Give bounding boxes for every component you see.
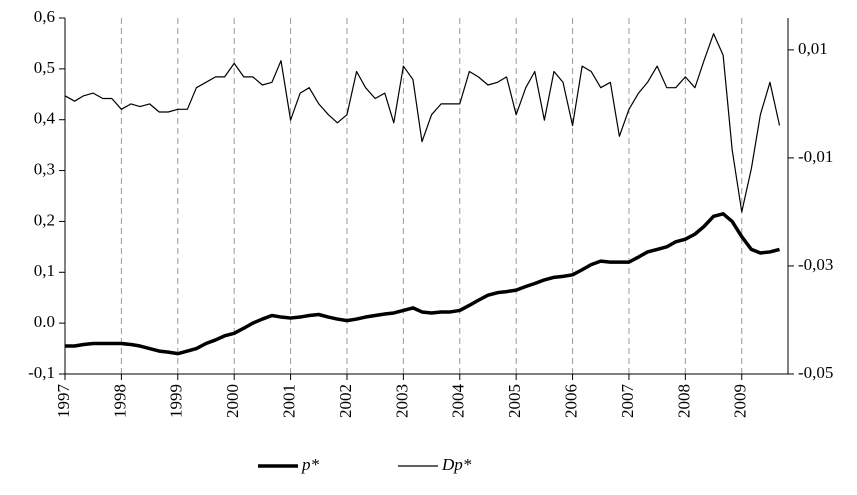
y2-tick-label: -0,01: [798, 147, 833, 166]
x-tick-label: 2009: [731, 384, 750, 418]
x-tick-label: 2000: [223, 384, 242, 418]
y-tick-label: 0,2: [34, 210, 55, 229]
y-tick-label: 0,6: [34, 7, 55, 26]
series-line: [64, 33, 781, 213]
y2-tick-label: 0,01: [798, 39, 828, 58]
y-tick-label: 0,4: [34, 109, 56, 128]
y-tick-label: 0,1: [34, 261, 55, 280]
x-tick-label: 2008: [674, 384, 693, 418]
x-tick-label: 2004: [449, 384, 468, 419]
y-tick-label: 0,3: [34, 159, 55, 178]
y-tick-label: 0,5: [34, 58, 55, 77]
x-tick-label: 2002: [336, 384, 355, 418]
series-line: [65, 212, 780, 356]
x-tick-label: 2005: [505, 384, 524, 418]
y2-tick-label: -0,05: [798, 363, 833, 382]
legend-label: Dp*: [441, 455, 472, 474]
legend-label: p*: [301, 455, 320, 474]
x-tick-label: 2007: [618, 384, 637, 419]
y-tick-label: 0.0: [34, 312, 55, 331]
x-tick-label: 2003: [392, 384, 411, 418]
y-tick-label: -0,1: [28, 363, 55, 382]
y2-tick-label: -0,03: [798, 255, 833, 274]
x-tick-label: 2006: [561, 384, 580, 418]
x-tick-label: 1999: [167, 384, 186, 418]
x-tick-label: 1998: [110, 384, 129, 418]
x-tick-label: 1997: [54, 384, 73, 419]
x-tick-label: 2001: [279, 384, 298, 418]
